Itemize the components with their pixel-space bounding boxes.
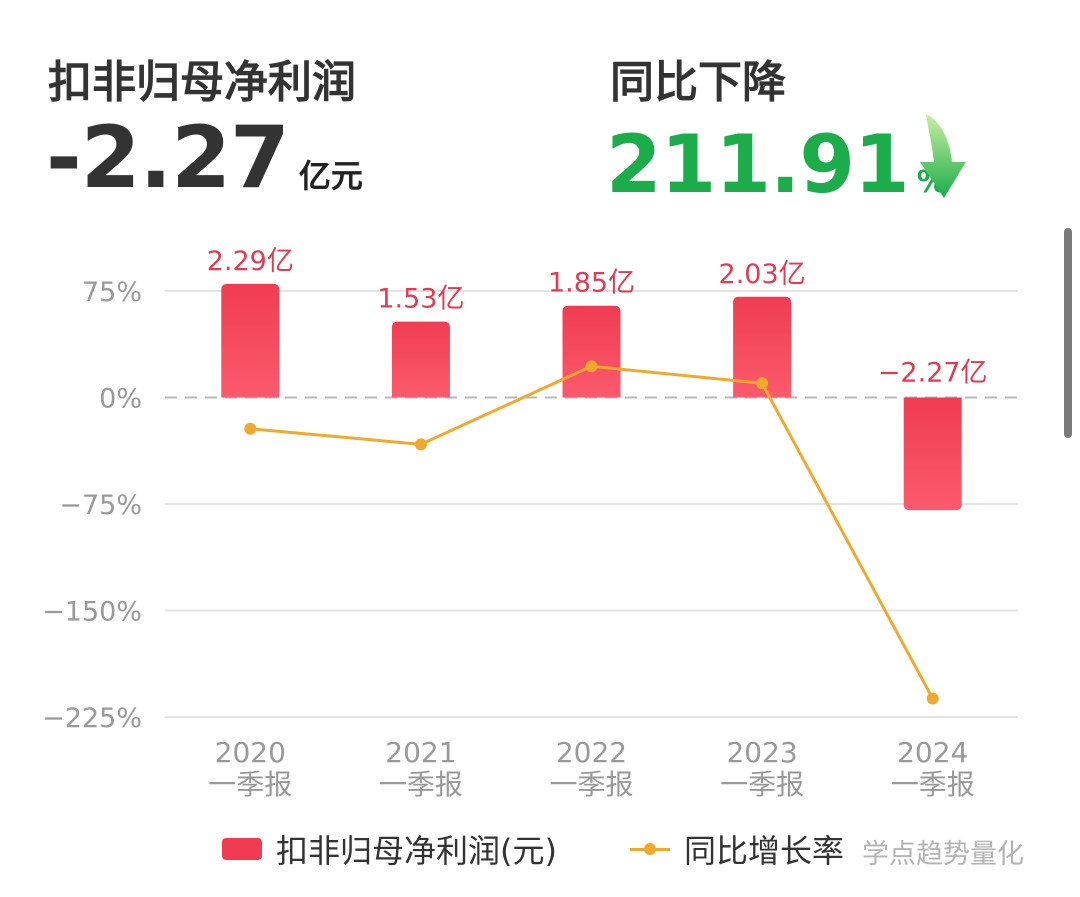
metric-value: -2.27 <box>46 108 290 208</box>
bar <box>733 296 792 398</box>
change-label: 同比下降 <box>610 57 786 108</box>
legend-label-bar: 扣非归母净利润(元) <box>276 832 557 870</box>
y-tick-label: −75% <box>59 490 142 521</box>
bar-data-label: −2.27亿 <box>878 358 988 389</box>
growth-point <box>756 377 769 390</box>
y-tick-label: 0% <box>99 384 142 415</box>
metric-row: -2.27 亿元 <box>46 108 363 208</box>
arrow-down-icon <box>920 114 966 198</box>
growth-line <box>250 364 935 700</box>
growth-point <box>244 422 257 435</box>
growth-point <box>414 438 427 451</box>
y-tick-label: −150% <box>42 597 142 628</box>
bar <box>562 305 621 398</box>
change-value: 211.91 <box>606 118 910 211</box>
x-tick-label: 2020 一季报 <box>208 736 292 801</box>
watermark: 学点趋势量化 <box>862 839 1024 870</box>
growth-point <box>926 692 939 705</box>
legend-label-line: 同比增长率 <box>684 832 845 870</box>
metric-unit: 亿元 <box>298 157 363 195</box>
metric-label: 扣非归母净利润 <box>48 57 356 108</box>
bar-data-label: 1.85亿 <box>548 268 635 299</box>
bar-data-label: 2.29亿 <box>207 246 294 277</box>
x-tick-label: 2024 一季报 <box>891 736 975 801</box>
bar <box>391 321 450 398</box>
legend-item-line[interactable]: 同比增长率 <box>630 826 844 872</box>
scrollbar[interactable] <box>1064 228 1072 438</box>
legend-swatch-line <box>630 838 670 860</box>
x-tick-label: 2023 一季报 <box>720 736 804 801</box>
growth-point <box>585 360 598 373</box>
bar <box>903 397 962 511</box>
bar-data-label: 2.03亿 <box>719 259 806 290</box>
legend-swatch-bar <box>222 838 262 860</box>
legend-item-bar[interactable]: 扣非归母净利润(元) <box>222 826 557 872</box>
y-tick-label: −225% <box>42 703 142 734</box>
bar <box>221 283 280 398</box>
x-tick-label: 2021 一季报 <box>379 736 463 801</box>
y-tick-label: 75% <box>82 277 142 308</box>
x-tick-label: 2022 一季报 <box>549 736 633 801</box>
bar-data-label: 1.53亿 <box>377 284 464 315</box>
